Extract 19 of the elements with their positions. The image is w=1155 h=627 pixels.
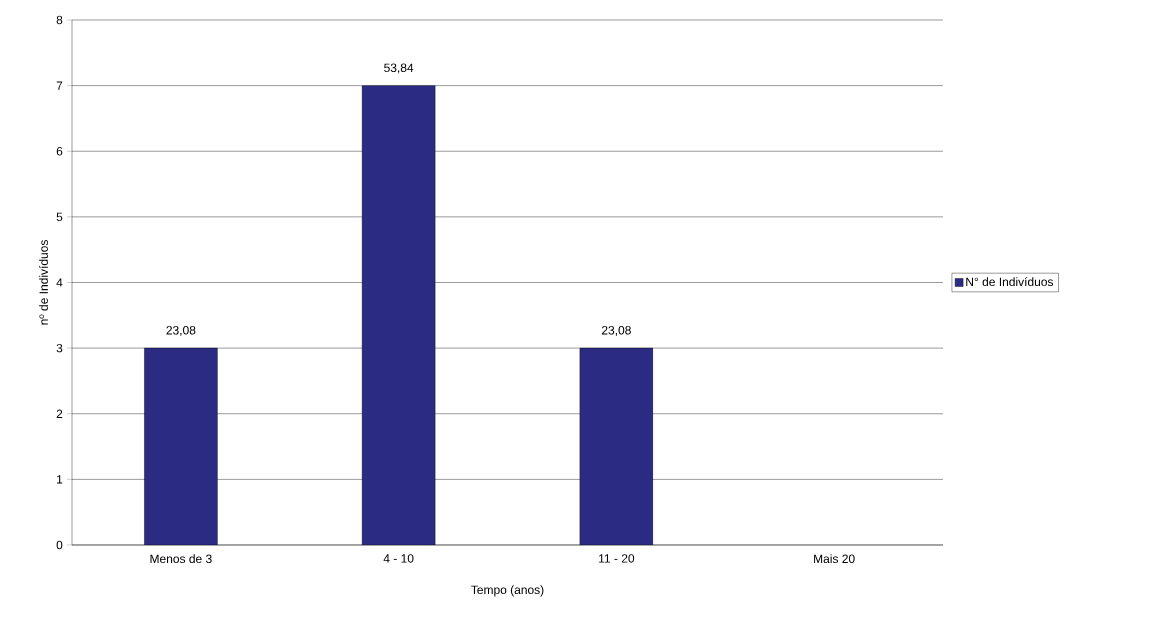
x-tick-label: Menos de 3 [150,554,212,563]
annotation: 53,84 [384,63,414,74]
legend-label: N° de Indivíduos [966,277,1054,287]
y-tick-label: 4 [56,278,63,287]
y-tick-label: 5 [56,212,63,222]
annotation: 23,08 [166,326,196,336]
x-tick-label: Mais 20 [814,554,855,563]
y-tick-label: 8 [56,15,63,25]
y-tick-label: 1 [57,475,63,484]
x-tick-label: 11 - 20 [599,554,635,563]
y-tick-label: 0 [56,540,63,550]
y-tick-label: 6 [56,147,63,156]
x-tick-label: 4 - 10 [383,554,414,563]
y-axis-title: nº de Indivíduos [38,240,48,325]
x-axis-title: Tempo (anos) [471,585,544,597]
y-tick-label: 7 [56,81,63,90]
annotation: 23,08 [601,326,631,336]
y-tick-label: 2 [56,409,63,418]
y-tick-label: 3 [56,343,63,353]
